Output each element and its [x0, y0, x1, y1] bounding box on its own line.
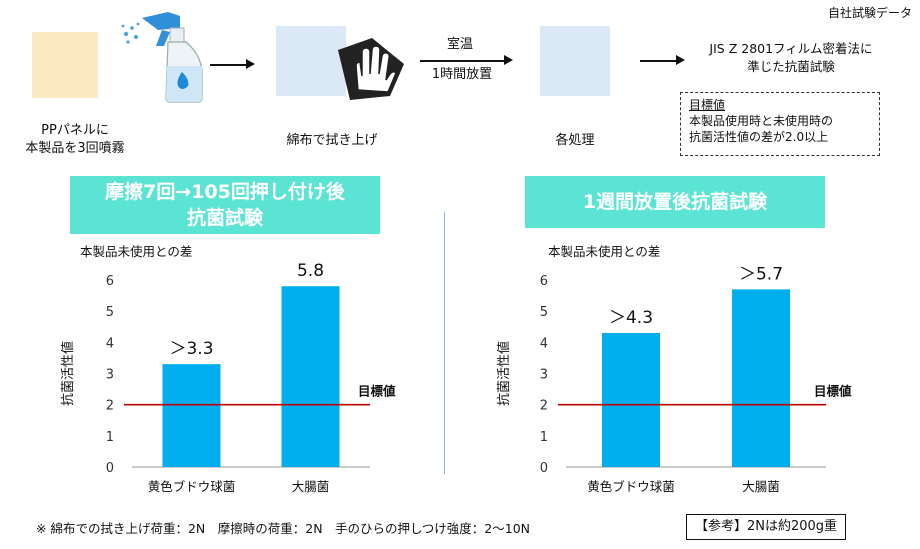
- right-bar-2: [732, 289, 790, 467]
- right-target-label: 目標値: [814, 384, 852, 399]
- right-bar-1: [602, 332, 660, 467]
- right-category-2: 大腸菌: [742, 479, 780, 494]
- left-bar-2: [281, 286, 340, 467]
- right-ytick: 5: [540, 305, 548, 320]
- spray-bottle-icon: [121, 12, 203, 103]
- hand-cloth-icon: [338, 38, 404, 100]
- left-category-1: 黄色ブドウ球菌: [148, 479, 236, 494]
- step4-line2: 準じた抗菌試験: [747, 59, 835, 74]
- goal-line1: 本製品使用時と未使用時の: [689, 114, 834, 128]
- step1-caption: PPパネルに 本製品を3回噴霧: [0, 122, 150, 158]
- left-ytick: 0: [106, 461, 114, 476]
- right-ytick: 3: [540, 368, 548, 383]
- left-data-label-2: 5.8: [297, 261, 324, 281]
- right-chart-title: 1週間放置後抗菌試験: [525, 176, 825, 228]
- pp-panel: [32, 32, 98, 98]
- wiped-panel: [276, 26, 346, 96]
- goal-title: 目標値: [689, 98, 726, 112]
- step1-line1: PPパネルに: [41, 123, 109, 138]
- step3-caption: 各処理: [555, 133, 595, 148]
- left-ytick: 3: [106, 368, 114, 383]
- arrow-label-top: 室温: [446, 37, 473, 52]
- left-ytick: 2: [106, 399, 114, 414]
- source-note: 自社試験データ: [827, 6, 912, 20]
- right-ylabel: 抗菌活性値: [496, 341, 512, 406]
- goal-line2: 抗菌活性値の差が2.0以上: [689, 130, 829, 144]
- chart-divider: [444, 212, 445, 474]
- reference-box: 【参考】2Nは約200g重: [686, 514, 847, 540]
- left-category-2: 大腸菌: [292, 479, 330, 494]
- right-title-line1: 1週間放置後抗菌試験: [582, 191, 768, 213]
- left-title-line1: 摩擦7回→105回押し付け後: [105, 181, 345, 203]
- step2-caption: 綿布で拭き上げ: [286, 133, 378, 148]
- right-ytick: 2: [540, 399, 548, 414]
- left-chart-title: 摩擦7回→105回押し付け後 抗菌試験: [70, 176, 380, 234]
- step4-caption: JIS Z 2801フィルム密着法に 準じた抗菌試験: [692, 40, 890, 76]
- left-ytick: 5: [106, 305, 114, 320]
- left-ytick: 4: [106, 336, 114, 351]
- right-category-1: 黄色ブドウ球菌: [587, 479, 675, 494]
- right-ytick: 6: [540, 274, 548, 289]
- left-subtitle: 本製品未使用との差: [80, 244, 192, 259]
- left-target-label: 目標値: [358, 384, 396, 399]
- left-ytick: 1: [106, 430, 114, 445]
- right-ytick: 1: [540, 430, 548, 445]
- left-bar-1: [162, 364, 221, 467]
- left-ylabel: 抗菌活性値: [60, 341, 76, 406]
- right-ytick: 4: [540, 336, 548, 351]
- footer-note: ※ 綿布での拭き上げ荷重：2N 摩擦時の荷重：2N 手のひらの押しつけ強度：2～…: [36, 521, 531, 536]
- step4-line1: JIS Z 2801フィルム密着法に: [709, 41, 873, 56]
- right-data-label-1: ＞4.3: [609, 308, 653, 328]
- left-title-line2: 抗菌試験: [186, 207, 263, 229]
- left-ytick: 6: [106, 274, 114, 289]
- right-subtitle: 本製品未使用との差: [548, 244, 660, 259]
- left-data-label-1: ＞3.3: [169, 339, 213, 359]
- right-data-label-2: ＞5.7: [739, 264, 783, 284]
- treated-panel: [540, 26, 610, 96]
- right-ytick: 0: [540, 461, 548, 476]
- arrow-label-bottom: 1時間放置: [431, 67, 493, 82]
- step1-line2: 本製品を3回噴霧: [25, 141, 125, 156]
- goal-box: 目標値 本製品使用時と未使用時の 抗菌活性値の差が2.0以上: [680, 92, 880, 156]
